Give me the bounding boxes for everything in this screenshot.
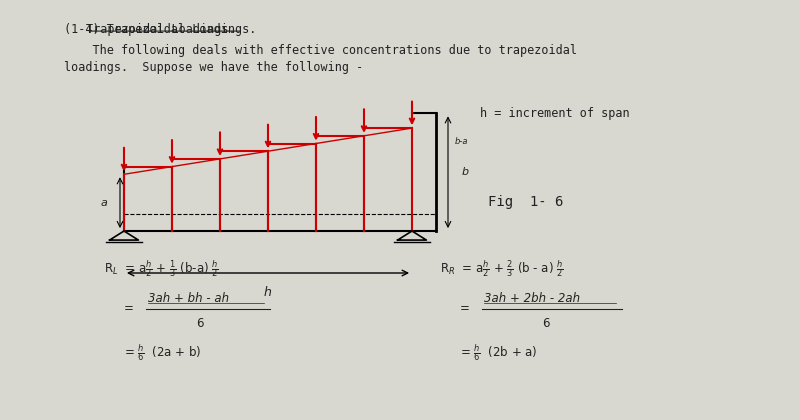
Text: = $\frac{h}{6}$  (2b + a): = $\frac{h}{6}$ (2b + a) — [460, 342, 538, 363]
Text: The following deals with effective concentrations due to trapezoidal: The following deals with effective conce… — [64, 44, 577, 57]
Text: Trapezoidal Loadings.: Trapezoidal Loadings. — [86, 23, 236, 36]
Text: 6: 6 — [196, 317, 203, 330]
Text: h: h — [264, 286, 272, 299]
Text: =: = — [124, 302, 138, 315]
Text: b: b — [462, 167, 469, 177]
Text: (1-4) Trapezoidal Loadings.: (1-4) Trapezoidal Loadings. — [64, 23, 256, 36]
Text: R$_L$  = a$\frac{h}{2}$ + $\frac{1}{3}$ (b-a) $\frac{h}{2}$: R$_L$ = a$\frac{h}{2}$ + $\frac{1}{3}$ (… — [104, 258, 219, 279]
Text: h = increment of span: h = increment of span — [480, 107, 630, 120]
Text: = $\frac{h}{6}$  (2a + b): = $\frac{h}{6}$ (2a + b) — [124, 342, 202, 363]
Text: a: a — [101, 198, 107, 207]
Text: =: = — [460, 302, 474, 315]
Text: 3ah + bh - ah: 3ah + bh - ah — [148, 291, 229, 304]
Text: 6: 6 — [542, 317, 550, 330]
Text: R$_R$  = a$\frac{h}{2}$ + $\frac{2}{3}$ (b - a) $\frac{h}{2}$: R$_R$ = a$\frac{h}{2}$ + $\frac{2}{3}$ (… — [440, 258, 563, 279]
Text: b-a: b-a — [454, 137, 468, 146]
Text: 3ah + 2bh - 2ah: 3ah + 2bh - 2ah — [484, 291, 580, 304]
Text: Fig  1- 6: Fig 1- 6 — [488, 194, 563, 209]
Text: loadings.  Suppose we have the following -: loadings. Suppose we have the following … — [64, 61, 363, 74]
